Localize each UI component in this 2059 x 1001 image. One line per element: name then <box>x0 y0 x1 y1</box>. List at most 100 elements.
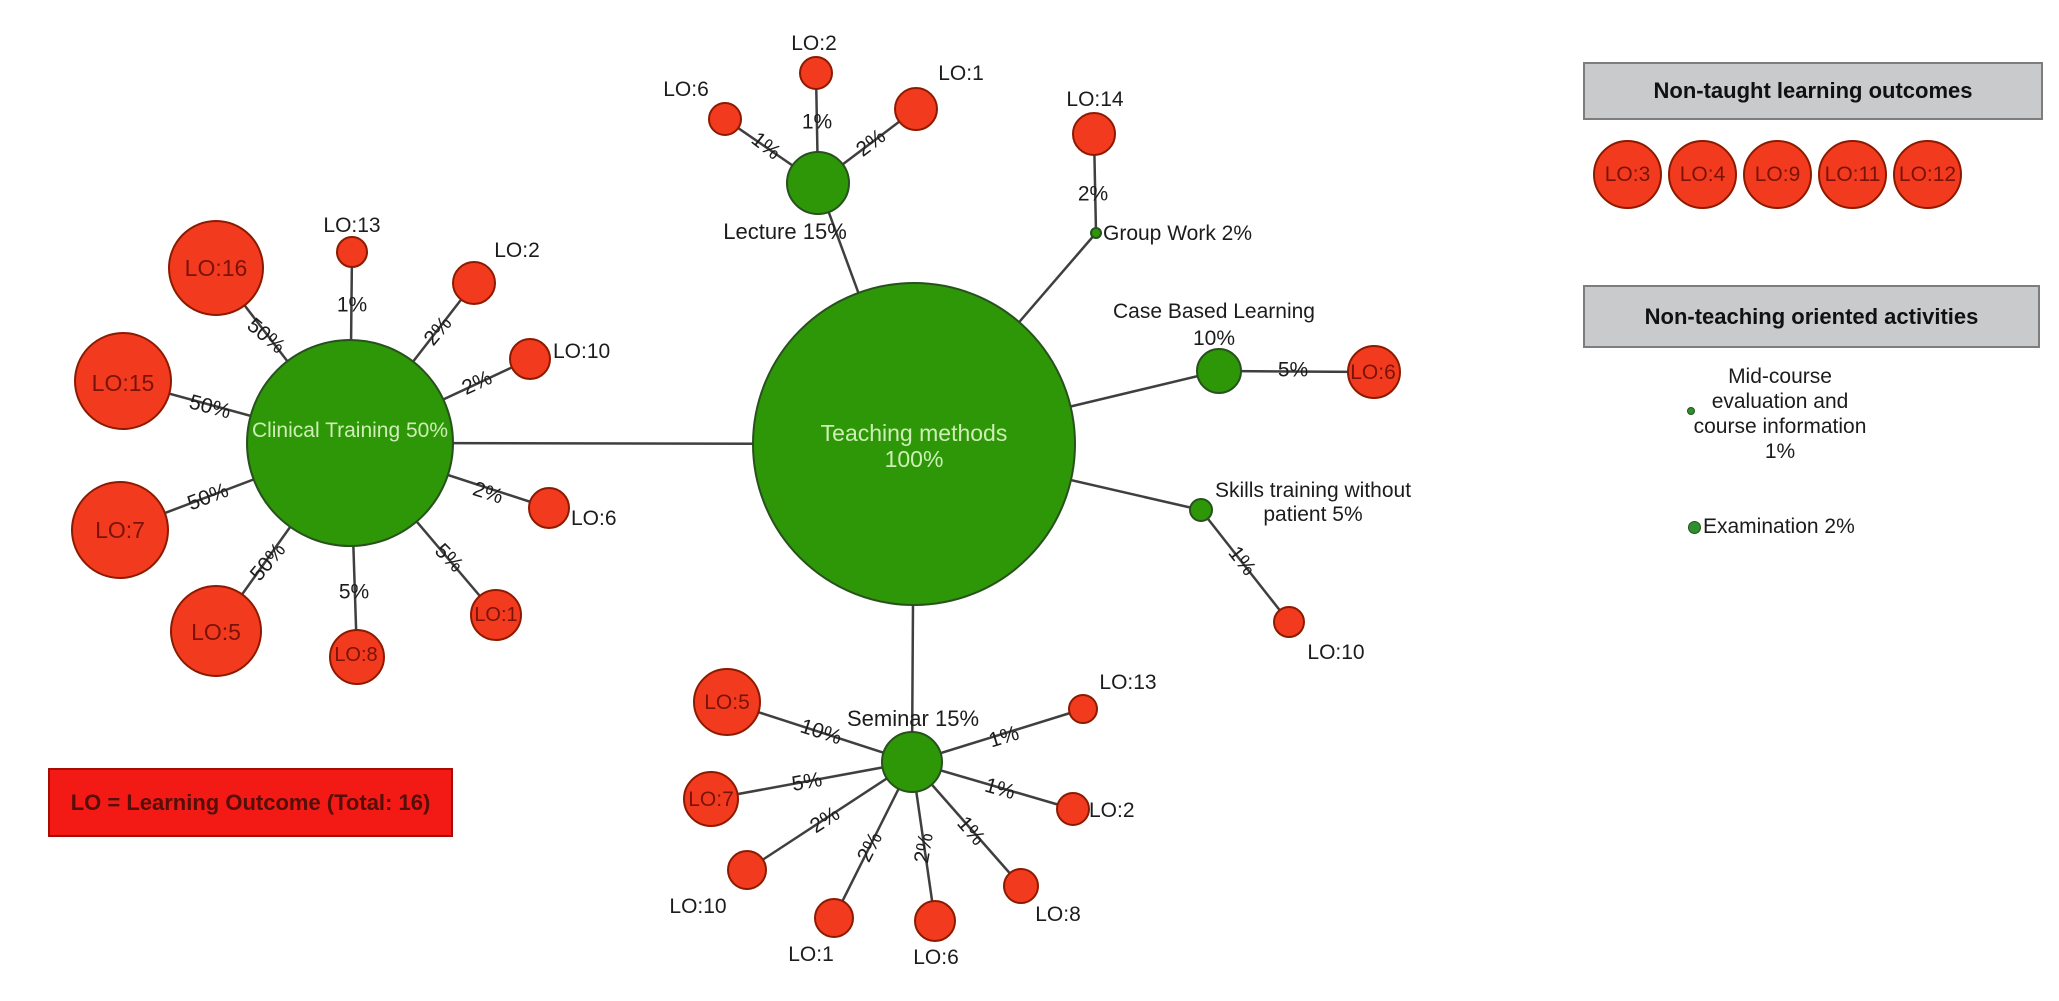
node-c6 <box>528 487 570 529</box>
node-label-c5: LO:5 <box>191 619 241 645</box>
node-label-se2: LO:2 <box>1089 799 1135 822</box>
node-c13 <box>336 236 368 268</box>
lo-circle-label: LO:4 <box>1679 162 1726 186</box>
node-c8 <box>329 629 385 685</box>
node-l1 <box>894 87 938 131</box>
node-l2 <box>799 56 833 90</box>
edge-label-groupwork-g14: 2% <box>1078 183 1108 206</box>
node-label-se8: LO:8 <box>1035 903 1081 926</box>
node-label-se10: LO:10 <box>669 895 726 918</box>
node-c2 <box>452 261 496 305</box>
node-label-c8: LO:8 <box>334 644 377 666</box>
node-c16 <box>168 220 264 316</box>
non-teaching-header-text: Non-teaching oriented activities <box>1644 303 1979 329</box>
edge-label-lecture-l2: 1% <box>802 111 832 134</box>
node-label-c1: LO:1 <box>474 604 517 626</box>
examination-text: Examination 2% <box>1703 515 1855 538</box>
legend-box: LO = Learning Outcome (Total: 16) <box>48 768 453 837</box>
non-taught-lo-circle: LO:4 <box>1668 140 1737 209</box>
node-lecture <box>786 151 850 215</box>
non-taught-header: Non-taught learning outcomes <box>1583 62 2043 120</box>
examination-label: Examination 2% <box>1703 515 1855 539</box>
node-label-se7: LO:7 <box>688 788 734 811</box>
node-se10 <box>727 850 767 890</box>
node-s10 <box>1273 606 1305 638</box>
edge-label-seminar-se1: 2% <box>853 828 887 865</box>
legend-text: LO = Learning Outcome (Total: 16) <box>70 789 431 815</box>
node-label-se5: LO:5 <box>704 691 750 714</box>
node-cb6 <box>1347 345 1401 399</box>
edge-seminar-se10 <box>746 760 913 872</box>
node-c15 <box>74 332 172 430</box>
edge-label-seminar-se5: 10% <box>797 715 844 750</box>
non-taught-circles-row: LO:3 LO:4 LO:9 LO:11 LO:12 <box>1593 140 1962 209</box>
node-label-cb6: LO:6 <box>1350 361 1396 384</box>
edge-label-clinical-c8: 5% <box>339 581 369 604</box>
node-label-se1: LO:1 <box>788 943 834 966</box>
node-l6 <box>708 102 742 136</box>
node-g14 <box>1072 112 1116 156</box>
node-label-l1: LO:1 <box>938 62 984 85</box>
edge-label-seminar-se10: 2% <box>806 802 844 838</box>
examination-dot-icon <box>1688 521 1701 534</box>
node-se2 <box>1056 792 1090 826</box>
non-taught-header-text: Non-taught learning outcomes <box>1653 78 1973 103</box>
nodes-layer <box>71 56 1401 942</box>
node-se6 <box>914 900 956 942</box>
node-label-se13: LO:13 <box>1099 671 1156 694</box>
lo-circle-label: LO:3 <box>1604 162 1651 186</box>
midcourse-line: evaluation and <box>1711 390 1849 413</box>
node-label-se6: LO:6 <box>913 946 959 969</box>
edge-label-lecture-l6: 1% <box>747 128 785 165</box>
edge-label-clinical-c6: 2% <box>470 477 506 508</box>
node-teaching <box>752 282 1076 606</box>
edge-skills-s10 <box>1200 509 1290 623</box>
node-se1 <box>814 898 854 938</box>
node-c7 <box>71 481 169 579</box>
node-label-l2: LO:2 <box>791 32 837 55</box>
node-label-c10: LO:10 <box>553 340 610 363</box>
lo-circle-label: LO:11 <box>1824 162 1881 186</box>
node-label-skills: Skills training without patient 5% <box>1215 479 1411 526</box>
node-groupwork <box>1090 227 1102 239</box>
node-label-c15: LO:15 <box>92 370 155 396</box>
node-label-clinical: Clinical Training 50% <box>252 419 448 442</box>
midcourse-dot-icon <box>1687 407 1695 415</box>
node-label-cbl: Case Based Learning 10% <box>1113 300 1315 350</box>
node-label-c7: LO:7 <box>95 517 145 543</box>
node-label-lecture: Lecture 15% <box>723 219 847 244</box>
node-skills <box>1189 498 1213 522</box>
edge-label-seminar-se13: 1% <box>986 722 1022 753</box>
node-label-l6: LO:6 <box>663 78 709 101</box>
node-clinical <box>246 339 454 547</box>
node-label-c6: LO:6 <box>571 507 617 530</box>
non-taught-lo-circle: LO:11 <box>1818 140 1887 209</box>
edge-seminar-se7 <box>710 760 913 801</box>
node-c10 <box>509 338 551 380</box>
non-taught-lo-circle: LO:9 <box>1743 140 1812 209</box>
node-label-c13: LO:13 <box>323 214 380 237</box>
midcourse-label: Mid-course evaluation and course informa… <box>1680 364 1880 464</box>
midcourse-line: 1% <box>1764 440 1796 463</box>
non-taught-lo-circle: LO:12 <box>1893 140 1962 209</box>
node-cbl <box>1196 348 1242 394</box>
labels-layer: 50%1%2%2%50%50%50%5%5%2%1%1%2%2%5%1%10%5… <box>92 32 1412 969</box>
lo-circle-label: LO:12 <box>1898 162 1957 186</box>
edge-label-seminar-se7: 5% <box>790 768 824 796</box>
node-se8 <box>1003 868 1039 904</box>
midcourse-line: Mid-course <box>1728 365 1832 388</box>
node-c1 <box>470 589 522 641</box>
node-seminar <box>881 731 943 793</box>
midcourse-line: course information <box>1693 415 1867 438</box>
node-label-seminar: Seminar 15% <box>847 706 979 731</box>
node-label-teaching: Teaching methods 100% <box>821 420 1008 472</box>
edge-label-clinical-c7: 50% <box>184 479 231 516</box>
edge-label-seminar-se2: 1% <box>982 774 1018 804</box>
node-c5 <box>170 585 262 677</box>
node-label-g14: LO:14 <box>1066 88 1124 111</box>
node-label-c16: LO:16 <box>185 255 248 281</box>
edge-label-clinical-c16: 50% <box>243 314 290 359</box>
edge-label-lecture-l1: 2% <box>852 125 890 162</box>
